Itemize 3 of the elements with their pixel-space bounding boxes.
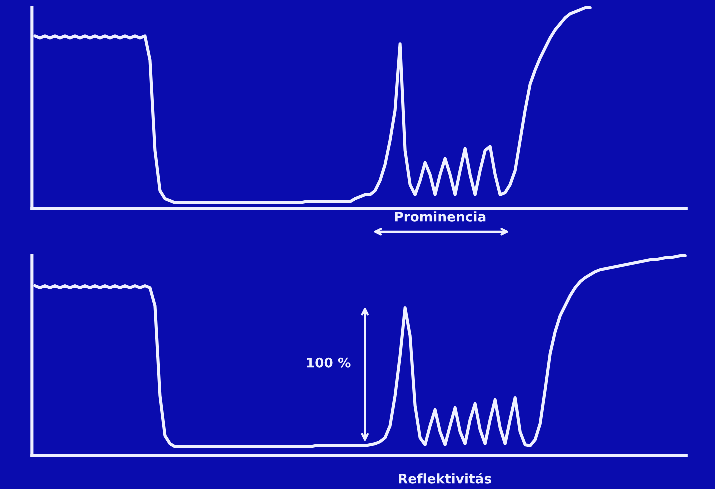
text: Reflektivitás xyxy=(399,473,492,484)
text: Prominencia xyxy=(395,212,486,222)
annotation: 100 % xyxy=(307,358,351,368)
